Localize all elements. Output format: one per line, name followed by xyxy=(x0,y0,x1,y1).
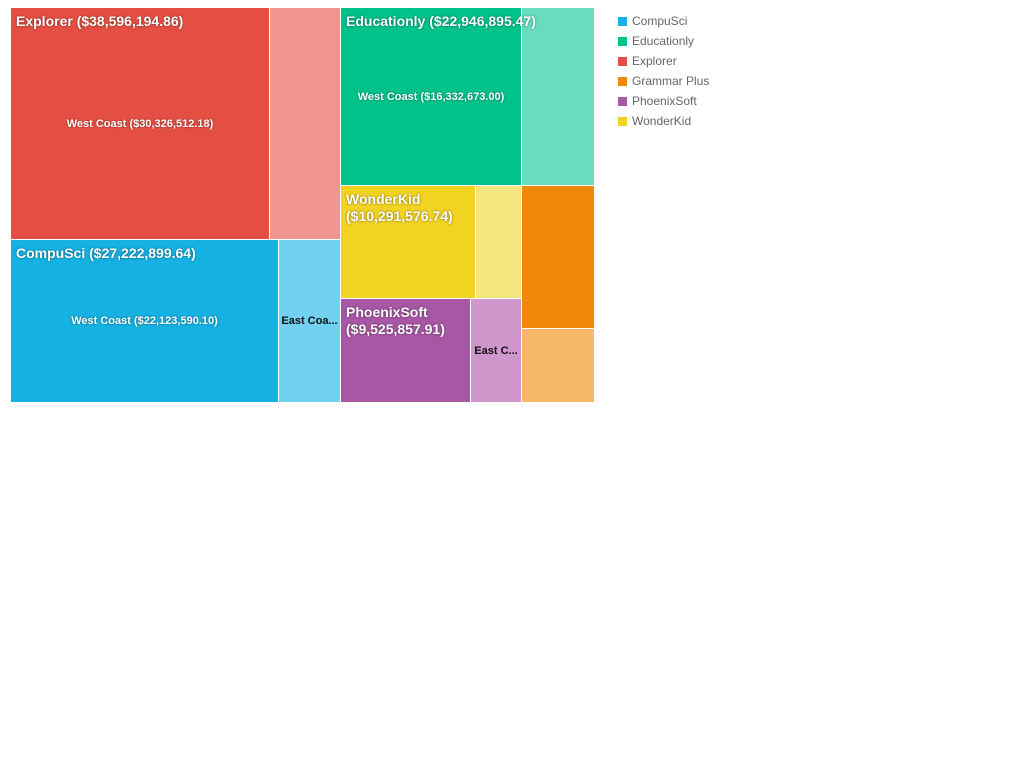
legend-swatch xyxy=(618,76,627,86)
treemap-tile-educationly-1[interactable]: West Coast ($16,332,673.00) xyxy=(341,8,521,185)
legend-item-compusci[interactable]: CompuSci xyxy=(618,11,709,31)
legend-label: Grammar Plus xyxy=(632,74,710,88)
treemap-group-label-phoenixsoft: PhoenixSoft ($9,525,857.91) xyxy=(346,304,445,337)
legend-label: PhoenixSoft xyxy=(632,94,697,108)
treemap-tile-explorer-1[interactable]: West Coast ($30,326,512.18) xyxy=(11,8,269,239)
treemap-group-label-educationly: Educationly ($22,946,895.47) xyxy=(346,13,536,29)
treemap-tile-wonderkid-2[interactable] xyxy=(476,186,521,298)
legend-label: WonderKid xyxy=(632,114,692,128)
treemap-leaf-label: West Coast ($30,326,512.18) xyxy=(66,117,214,130)
treemap-group-label-compusci: CompuSci ($27,222,899.64) xyxy=(16,245,196,261)
treemap-leaf-label: East Coa... xyxy=(281,315,338,327)
legend-item-explorer[interactable]: Explorer xyxy=(618,51,709,71)
treemap-tile-phoenixsoft-2[interactable]: East C... xyxy=(471,299,521,402)
legend-label: CompuSci xyxy=(632,14,688,28)
treemap-tile-compusci-2[interactable]: East Coa... xyxy=(279,240,340,402)
treemap-tile-phoenixsoft-1[interactable] xyxy=(341,299,470,402)
legend-swatch xyxy=(618,96,627,106)
legend-swatch xyxy=(618,56,627,66)
legend-item-phoenixsoft[interactable]: PhoenixSoft xyxy=(618,91,709,111)
legend: CompuSci Educationly Explorer Grammar Plus P… xyxy=(618,11,709,131)
legend-item-wonderkid[interactable]: WonderKid xyxy=(618,111,709,131)
legend-swatch xyxy=(618,16,627,26)
treemap-leaf-label: West Coast ($16,332,673.00) xyxy=(357,90,505,103)
legend-label: Educationly xyxy=(632,34,695,48)
treemap-leaf-label: East C... xyxy=(474,344,518,357)
treemap-tile-explorer-2[interactable] xyxy=(270,8,340,239)
treemap-group-label-wonderkid: WonderKid ($10,291,576.74) xyxy=(346,191,453,224)
treemap-tile-grammar-plus-1[interactable] xyxy=(522,186,594,328)
legend-label: Explorer xyxy=(632,54,677,68)
treemap-group-label-explorer: Explorer ($38,596,194.86) xyxy=(16,13,184,29)
treemap-tile-compusci-1[interactable]: West Coast ($22,123,590.10) xyxy=(11,240,278,402)
treemap-tile-wonderkid-1[interactable] xyxy=(341,186,475,298)
treemap-leaf-label: West Coast ($22,123,590.10) xyxy=(71,315,218,327)
legend-item-grammar-plus[interactable]: Grammar Plus xyxy=(618,71,709,91)
legend-swatch xyxy=(618,116,627,126)
legend-item-educationly[interactable]: Educationly xyxy=(618,31,709,51)
treemap-tile-educationly-2[interactable] xyxy=(522,8,594,185)
legend-swatch xyxy=(618,36,627,46)
treemap-tile-grammar-plus-2[interactable] xyxy=(522,329,594,402)
